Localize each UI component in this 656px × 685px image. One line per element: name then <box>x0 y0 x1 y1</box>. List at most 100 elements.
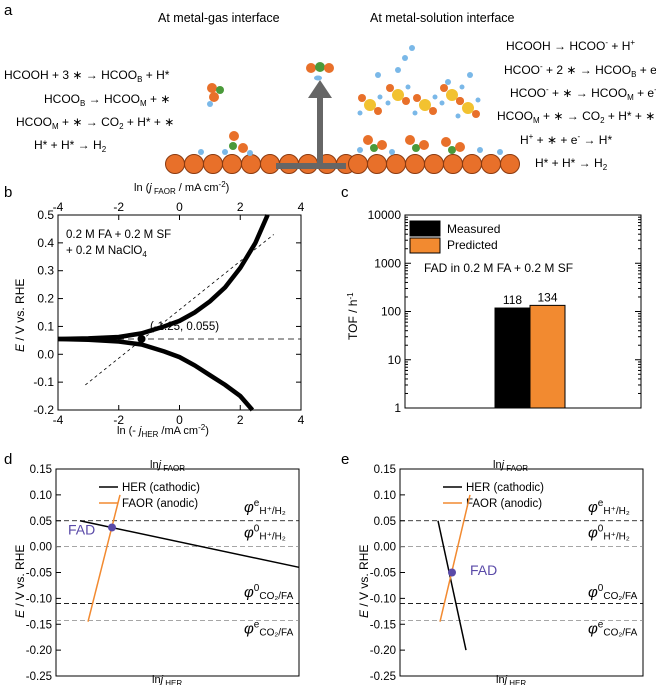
hydrogen-icon <box>497 149 503 155</box>
ion-icon <box>364 99 376 111</box>
panel-c-letter: c <box>341 184 349 201</box>
x2-tick-label: 0 <box>176 200 183 214</box>
y-tick-label: -0.25 <box>26 671 52 683</box>
metal-atom-icon <box>241 154 261 174</box>
y-tick-label: 10000 <box>368 208 402 222</box>
panel-e: e lnj FAOR lnj HER E / V vs. RHE 0.150.1… <box>341 451 644 685</box>
metal-atom-icon <box>462 154 482 174</box>
hydrogen-icon <box>395 67 401 73</box>
intersection-point <box>137 334 146 343</box>
co2-molecule-icon <box>306 62 334 81</box>
y-tick-label: 1000 <box>374 256 401 270</box>
gas-eq-3: HCOOM + ∗ → CO2 + H* + ∗ <box>16 115 174 131</box>
carbon-icon <box>412 144 420 152</box>
hydrogen-icon <box>467 72 473 78</box>
y-tick-label: 0.05 <box>30 516 52 528</box>
y-tick-label: -0.05 <box>370 568 396 580</box>
legend-faor-label: FAOR (anodic) <box>122 498 198 510</box>
phi-e-co2-label: φeCO₂/FA <box>588 619 638 638</box>
oxygen-icon <box>358 94 366 102</box>
bar-measured <box>494 307 531 409</box>
phi-e-co2-label: φeCO₂/FA <box>244 619 294 638</box>
hydrogen-icon <box>459 84 465 90</box>
ion-icon <box>462 102 474 114</box>
fad-point <box>448 568 456 577</box>
sol-eq-2: HCOO- + 2 ∗ → HCOOB + e- <box>504 62 656 79</box>
sol-eq-1: HCOOH → HCOO- + H+ <box>506 38 635 53</box>
y-tick-label: 0.05 <box>374 516 396 528</box>
y-tick-label: 0.1 <box>37 319 54 333</box>
metal-atom-icon <box>481 154 501 174</box>
gas-eq-2: HCOOB → HCOOM + ∗ <box>44 92 170 108</box>
hydrogen-icon <box>375 72 381 78</box>
metal-atom-icon <box>367 154 387 174</box>
plot-b-top-label: ln (j FAOR / mA cm-2) <box>134 180 229 196</box>
phi-0-h-label: φ0H⁺/H₂ <box>588 524 630 543</box>
y-tick-label: 10 <box>388 353 402 367</box>
y-tick-label: -0.10 <box>370 593 396 605</box>
y-tick-label: 0.10 <box>30 490 52 502</box>
plot-b-ylabel: E / V vs. RHE <box>13 279 27 352</box>
metal-atom-icon <box>424 154 444 174</box>
metal-atom-icon <box>222 154 242 174</box>
diffusion-arrow <box>276 80 346 169</box>
hydrogen-icon <box>455 113 461 119</box>
hydrogen-icon <box>402 55 408 61</box>
hydrogen-icon <box>385 100 391 106</box>
oxygen-icon <box>441 137 451 147</box>
hydrogen-icon <box>432 94 438 100</box>
sol-eq-6: H* + H* → H2 <box>535 156 608 172</box>
solution-interface-title: At metal-solution interface <box>370 11 515 25</box>
hydrogen-icon <box>475 97 481 103</box>
y-tick-label: 100 <box>381 305 401 319</box>
oxygen-icon <box>440 84 448 92</box>
oxygen-icon <box>456 97 464 105</box>
curve-anodic <box>57 214 270 342</box>
gas-eq-1: HCOOH + 3 ∗ → HCOOB + H* <box>4 68 170 84</box>
metal-atom-icon <box>386 154 406 174</box>
faor-line <box>439 494 471 622</box>
panel-a-letter: a <box>4 2 13 19</box>
oxygen-icon <box>374 107 382 115</box>
plot-d-bottom-label: lnj HER <box>152 674 182 685</box>
hydrogen-icon <box>357 110 363 116</box>
fad-label: FAD <box>470 562 497 578</box>
gas-equations: HCOOH + 3 ∗ → HCOOB + H* HCOOB → HCOOM +… <box>4 68 174 154</box>
y-tick-label: 0.0 <box>37 347 54 361</box>
sol-eq-3: HCOO- + ∗ → HCOOM + e- <box>510 85 656 102</box>
phi-0-h-label: φ0H⁺/H₂ <box>244 524 286 543</box>
her-line <box>437 520 467 651</box>
legend-faor-label: FAOR (anodic) <box>466 498 542 510</box>
x-tick-label: 0 <box>176 413 183 427</box>
oxygen-icon <box>413 94 421 102</box>
phi-0-co2-label: φ0CO₂/FA <box>244 583 294 602</box>
ion-icon <box>446 89 458 101</box>
oxygen-icon <box>419 140 429 150</box>
x-tick-label: -4 <box>53 413 64 427</box>
panel-c: c 10000 1000 100 10 1 TOF / h-1 Measured Pre… <box>341 184 642 415</box>
sol-eq-4: HCOOM + ∗ → CO2 + H* + ∗ <box>497 109 655 125</box>
oxygen-icon <box>363 135 373 145</box>
metal-surface-solution <box>348 154 520 174</box>
panel-b-letter: b <box>4 184 12 201</box>
metal-atom-icon <box>348 154 368 174</box>
x-tick-label: -2 <box>113 413 124 427</box>
y-tick-label: -0.20 <box>370 645 396 657</box>
metal-atom-icon <box>443 154 463 174</box>
bar-predicted <box>529 304 566 409</box>
gas-eq-4: H* + H* → H2 <box>34 138 107 154</box>
legend-her-label: HER (cathodic) <box>122 482 200 494</box>
metal-atom-icon <box>203 154 223 174</box>
fad-point <box>108 523 116 532</box>
sol-eq-5: H+ + ∗ + e- → H* <box>520 132 612 147</box>
adsorbate-icons-solution <box>357 45 503 155</box>
ion-icon <box>419 99 431 111</box>
panel-a: a At metal-gas interface At metal-soluti… <box>4 2 656 174</box>
oxygen-icon <box>405 135 415 145</box>
phi-0-co2-label: φ0CO₂/FA <box>588 583 638 602</box>
y-tick-label: -0.10 <box>26 593 52 605</box>
ion-icon <box>392 89 404 101</box>
panel-d: d lnj FAOR lnj HER E / V vs. RHE 0.150.1… <box>4 451 300 685</box>
x2-tick-label: 4 <box>298 200 305 214</box>
